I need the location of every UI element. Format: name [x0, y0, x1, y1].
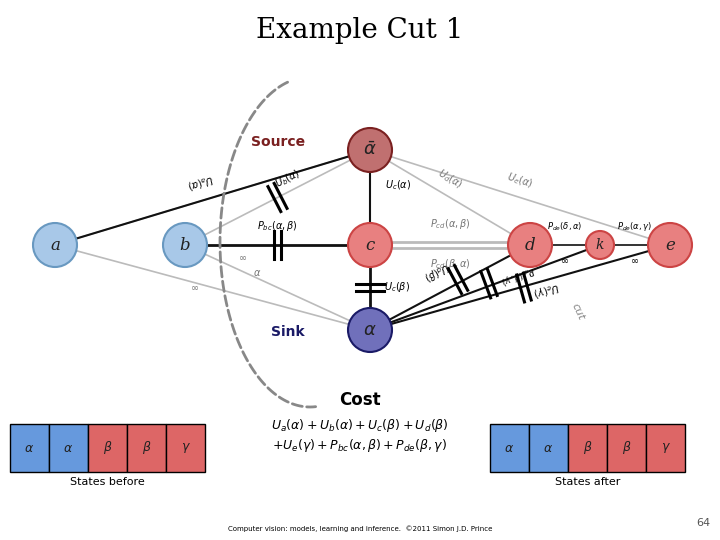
Text: $\alpha$: $\alpha$: [544, 442, 554, 455]
FancyBboxPatch shape: [127, 424, 166, 472]
Text: $U_b(\alpha)$: $U_b(\alpha)$: [272, 167, 302, 191]
Text: k: k: [596, 238, 604, 252]
Text: $\gamma$: $\gamma$: [660, 441, 670, 455]
Text: $+U_e(\gamma) + P_{bc}(\alpha,\beta) + P_{de}(\beta,\gamma)$: $+U_e(\gamma) + P_{bc}(\alpha,\beta) + P…: [272, 437, 448, 455]
Text: Cost: Cost: [339, 391, 381, 409]
FancyBboxPatch shape: [88, 424, 127, 472]
Text: Computer vision: models, learning and inference.  ©2011 Simon J.D. Prince: Computer vision: models, learning and in…: [228, 525, 492, 532]
Text: $P_{bc}(\alpha,\beta)$: $P_{bc}(\alpha,\beta)$: [257, 219, 298, 233]
Text: $U_e(\alpha)$: $U_e(\alpha)$: [505, 170, 535, 191]
Text: Example Cut 1: Example Cut 1: [256, 17, 464, 44]
Text: $U_c(\beta)$: $U_c(\beta)$: [384, 280, 410, 294]
Text: $\infty$: $\infty$: [238, 253, 247, 262]
Circle shape: [348, 308, 392, 352]
Circle shape: [348, 128, 392, 172]
Text: $\beta$: $\beta$: [142, 440, 151, 456]
Text: cut: cut: [570, 302, 587, 322]
FancyBboxPatch shape: [10, 424, 49, 472]
Text: $\infty$: $\infty$: [631, 255, 639, 265]
Text: $\beta$: $\beta$: [621, 440, 631, 456]
Text: $\beta$: $\beta$: [103, 440, 112, 456]
Circle shape: [348, 223, 392, 267]
Text: $P_{cd}(\beta,\alpha)$: $P_{cd}(\beta,\alpha)$: [430, 257, 470, 271]
Text: States before: States before: [70, 477, 145, 487]
FancyBboxPatch shape: [646, 424, 685, 472]
Text: d: d: [525, 237, 535, 253]
Text: $U_d(\beta)$: $U_d(\beta)$: [421, 259, 451, 284]
Text: $\bar{\alpha}$: $\bar{\alpha}$: [363, 141, 377, 159]
Text: e: e: [665, 237, 675, 253]
Circle shape: [648, 223, 692, 267]
Text: $\alpha$: $\alpha$: [24, 442, 35, 455]
Text: Source: Source: [251, 135, 305, 149]
Text: $\gamma$: $\gamma$: [181, 441, 191, 455]
Text: $P_{de}(d,\gamma)$: $P_{de}(d,\gamma)$: [499, 263, 536, 287]
FancyBboxPatch shape: [529, 424, 568, 472]
Circle shape: [586, 231, 614, 259]
Text: $\infty$: $\infty$: [190, 282, 199, 293]
Text: a: a: [50, 237, 60, 253]
Text: c: c: [365, 237, 374, 253]
Text: States after: States after: [555, 477, 620, 487]
Circle shape: [508, 223, 552, 267]
Text: $\alpha$: $\alpha$: [253, 267, 261, 278]
Text: $P_{de}(\delta,\alpha)$: $P_{de}(\delta,\alpha)$: [547, 220, 582, 233]
Text: $\alpha$: $\alpha$: [63, 442, 73, 455]
Text: Sink: Sink: [271, 325, 305, 339]
Text: $\beta$: $\beta$: [582, 440, 593, 456]
FancyBboxPatch shape: [166, 424, 205, 472]
Text: $U_a(\alpha) + U_b(\alpha) + U_c(\beta) + U_d(\beta)$: $U_a(\alpha) + U_b(\alpha) + U_c(\beta) …: [271, 417, 449, 435]
Text: b: b: [180, 237, 190, 253]
FancyBboxPatch shape: [49, 424, 88, 472]
FancyBboxPatch shape: [607, 424, 646, 472]
Text: $U_d(\alpha)$: $U_d(\alpha)$: [435, 166, 465, 191]
Text: $U_a(\alpha)$: $U_a(\alpha)$: [186, 171, 215, 191]
Text: $\infty$: $\infty$: [560, 255, 570, 265]
Text: $U_c(\alpha)$: $U_c(\alpha)$: [385, 179, 411, 192]
Text: 64: 64: [696, 518, 710, 528]
Circle shape: [33, 223, 77, 267]
Circle shape: [163, 223, 207, 267]
Text: $U_e(\gamma)$: $U_e(\gamma)$: [532, 279, 561, 300]
FancyBboxPatch shape: [490, 424, 529, 472]
Text: $\alpha$: $\alpha$: [505, 442, 515, 455]
FancyBboxPatch shape: [568, 424, 607, 472]
Text: $P_{de}(\alpha,\gamma)$: $P_{de}(\alpha,\gamma)$: [617, 220, 652, 233]
Text: $P_{cd}(\alpha,\beta)$: $P_{cd}(\alpha,\beta)$: [430, 217, 470, 231]
Text: $\alpha$: $\alpha$: [363, 321, 377, 339]
